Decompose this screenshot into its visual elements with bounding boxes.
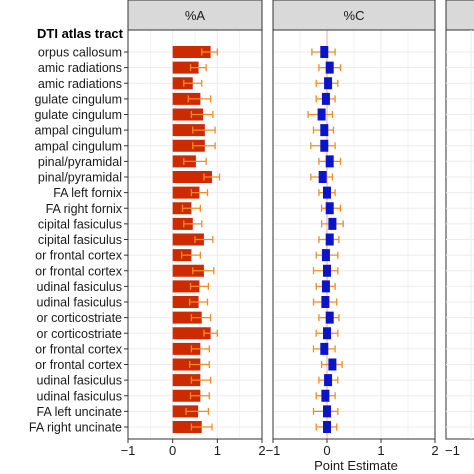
bar [172,311,202,324]
x-tick-label: 1 [214,443,221,458]
y-tick-label: pinal/pyramidal [38,155,122,169]
facet-strip-label: %C [344,8,365,23]
facet-strip [445,0,474,31]
point-estimate [317,108,326,121]
facet-strip [127,0,263,31]
y-tick-label: FA right fornix [46,202,123,216]
y-tick-label: FA left fornix [53,186,123,200]
bar [172,296,199,308]
bar [172,327,211,340]
point-estimate [321,249,330,262]
facet-panel: %A −1 0 1 2 [121,0,266,458]
point-estimate [328,358,337,371]
x-tick-label: −1 [121,443,136,458]
point-estimate [318,171,327,183]
facet-panels: %A−1 0 1 2%C−1 0 1 2 −1 [121,0,474,458]
point-estimate [321,389,330,402]
x-tick-label: 0 [323,443,330,458]
point-estimate [324,374,333,387]
point-estimate [323,186,331,199]
point-estimate [325,155,334,168]
bar [172,358,201,371]
bar [172,92,201,105]
bar [172,405,199,418]
y-tick-label: or corticostriate [37,327,122,341]
x-tick-label: 1 [377,443,384,458]
bar [172,61,199,74]
y-tick-label: cipital fasiculus [38,217,122,231]
panel-border [445,29,474,440]
facet-panel: %C −1 0 1 2 [266,0,439,458]
point-estimate [320,46,329,58]
x-tick-label: −1 [445,443,460,458]
point-estimate [323,405,331,418]
point-estimate [325,311,334,324]
point-estimate [325,61,334,74]
y-tick-label: or frontal cortex [35,342,123,356]
y-tick-label: udinal fasiculus [37,296,122,310]
panel-border [272,29,436,440]
y-tick-label: amic radiations [38,61,122,75]
bar [172,139,205,152]
y-tick-label: gulate cingulum [34,108,122,122]
y-tick-label: or frontal cortex [35,264,123,278]
bar [172,108,204,121]
y-tick-label: udinal fasiculus [37,389,122,403]
x-tick-label: 2 [258,443,265,458]
y-tick-label: pinal/pyramidal [38,171,122,185]
x-tick-label: 0 [169,443,176,458]
y-tick-label: or frontal cortex [35,249,123,263]
bar [172,233,204,246]
point-estimate [323,421,331,433]
bar [172,77,193,90]
bar [172,389,201,402]
y-tick-label: udinal fasiculus [37,374,122,388]
point-estimate [325,233,334,246]
y-tick-label: FA left uncinate [37,405,123,419]
bar [172,421,202,433]
point-estimate [320,139,329,152]
y-tick-label: orpus callosum [38,46,122,60]
x-axis-title: Point Estimate [314,458,398,473]
y-tick-label: or corticostriate [37,311,122,325]
bar [172,171,212,183]
point-estimate [328,217,337,230]
bar [172,264,204,277]
point-estimate [320,124,329,137]
point-estimate [321,296,330,308]
bar [172,217,193,230]
y-tick-label: gulate cingulum [34,92,122,106]
point-estimate [320,342,329,355]
bar [172,280,200,293]
bar [172,186,200,199]
y-tick-label: udinal fasiculus [37,280,122,294]
y-tick-label: or frontal cortex [35,358,123,372]
point-estimate [325,202,334,215]
point-estimate [323,327,331,340]
bar [172,124,205,137]
facet-panel-cropped: −1 [445,0,474,458]
x-tick-label: −1 [266,443,281,458]
point-estimate [321,92,330,105]
x-tick-label: 2 [431,443,438,458]
facet-strip [272,0,436,31]
y-tick-label: ampal cingulum [34,124,122,138]
y-tick-label: amic radiations [38,77,122,91]
point-estimate [324,77,333,90]
y-tick-label: FA right uncinate [29,421,122,435]
row-header: DTI atlas tract [37,26,124,41]
bar [172,342,201,355]
bar [172,374,201,387]
y-tick-label: cipital fasiculus [38,233,122,247]
point-estimate [321,280,330,293]
panel-border [127,29,263,440]
facet-strip-label: %A [185,8,206,23]
point-estimate [323,264,331,277]
y-tick-label: ampal cingulum [34,139,122,153]
